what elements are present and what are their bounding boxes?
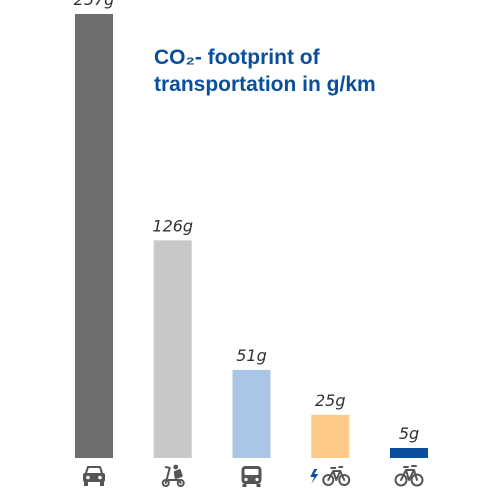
bicycle-icon [394, 465, 424, 487]
car-icon [83, 466, 105, 486]
chart-title-line-1: CO₂- footprint of [154, 46, 320, 69]
value-label-car: 257g [74, 0, 115, 9]
bar-bicycle [390, 448, 428, 458]
chart-title: CO₂- footprint of transportation in g/km [154, 44, 376, 98]
bar-scooter [153, 240, 192, 458]
value-label-e-bike: 25g [315, 391, 346, 410]
value-label-bus: 51g [236, 346, 267, 365]
scooter-icon [161, 464, 185, 487]
bar-bus [232, 369, 271, 458]
bar-car [75, 14, 113, 458]
bar-e-bike [311, 414, 350, 458]
chart-title-line-2: transportation in g/km [154, 73, 376, 96]
value-label-bicycle: 5g [399, 424, 419, 443]
value-label-scooter: 126g [152, 216, 193, 235]
e-bike-icon [310, 466, 351, 486]
bus-icon [241, 466, 262, 487]
